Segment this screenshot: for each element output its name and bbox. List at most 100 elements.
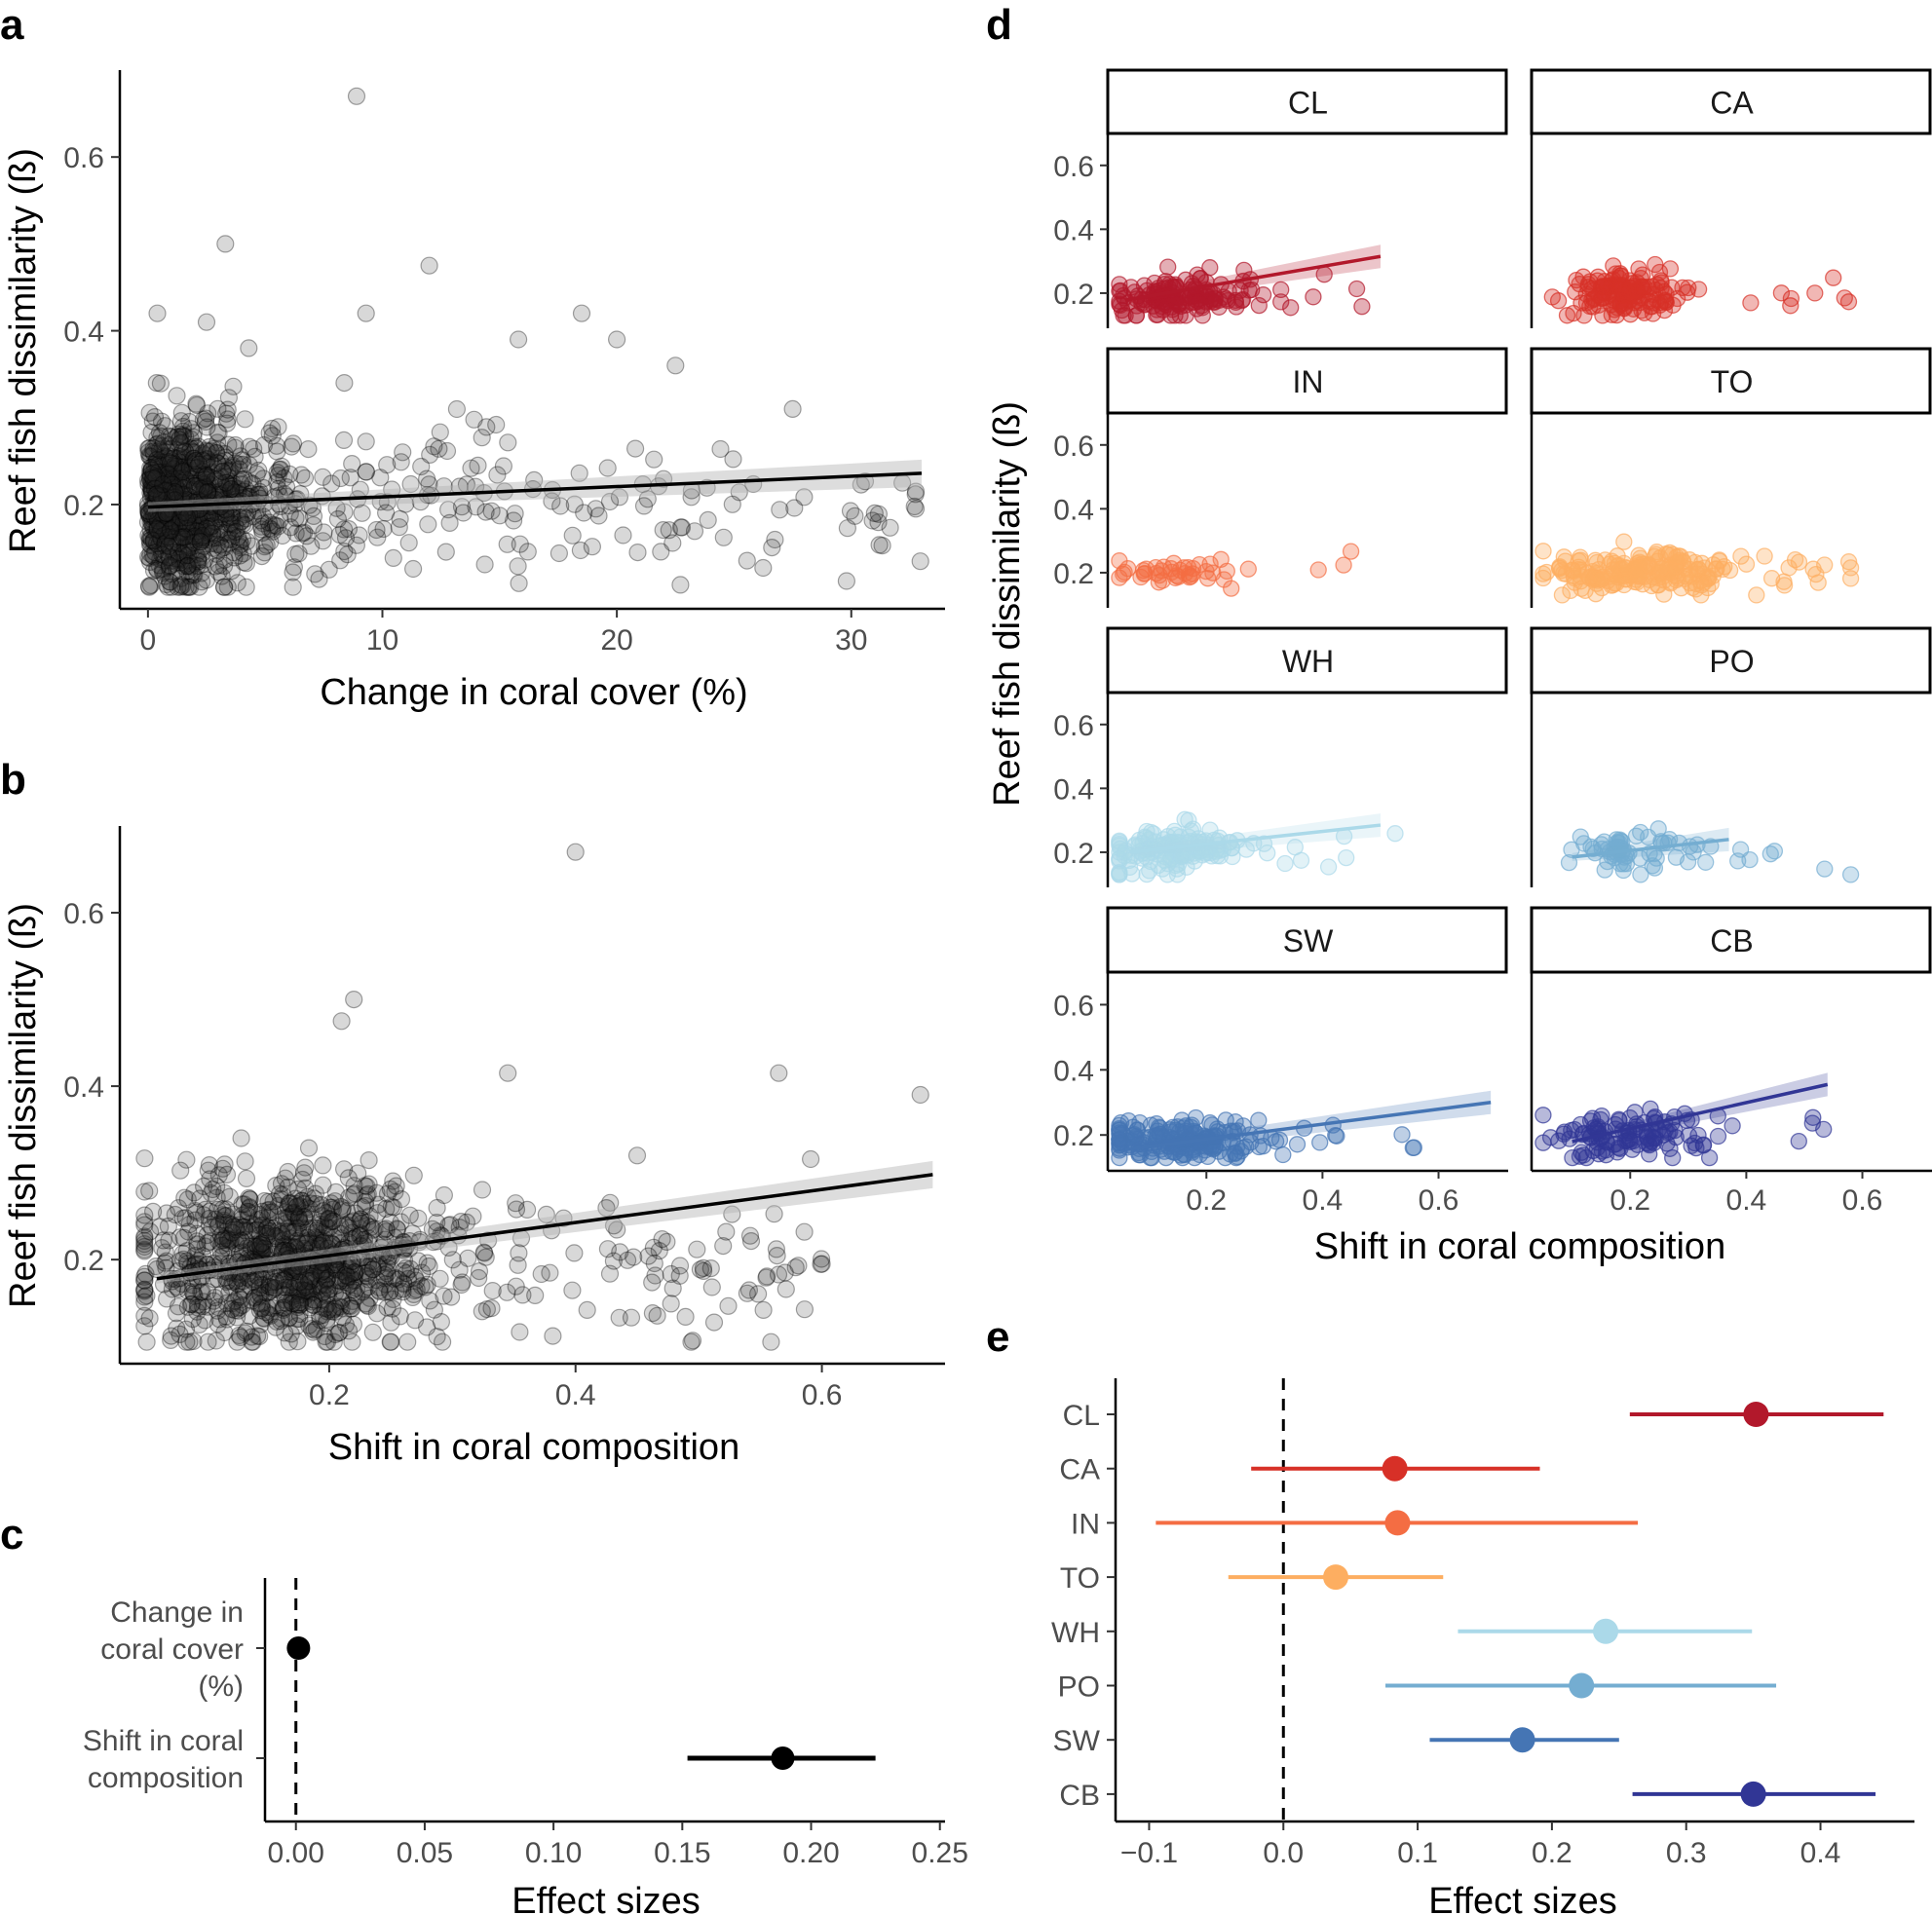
panel-a-data-point [211, 474, 230, 493]
panel-b-data-point [315, 1223, 333, 1242]
panel-a-data-point [176, 471, 195, 490]
panel-a-data-point [906, 482, 926, 501]
panel-a-data-point [202, 534, 220, 553]
panel-b-data-point [301, 1271, 321, 1291]
panel-a-data-point [142, 481, 161, 500]
panel-a-data-point [139, 547, 158, 567]
panel-b-data-point [653, 1229, 671, 1249]
panel-a-data-point [168, 480, 186, 499]
panel-a-data-point [177, 477, 196, 496]
facet-in-data-point [1342, 543, 1360, 560]
panel-a-data-point [156, 417, 174, 435]
panel-a-data-point [162, 519, 180, 538]
panel-a-data-point [283, 437, 301, 456]
panel-a-data-point [163, 485, 181, 504]
panel-a-data-point [168, 528, 187, 546]
panel-a-data-point [299, 440, 318, 459]
panel-a-data-point [173, 540, 192, 558]
panel-a-data-point [198, 483, 217, 502]
panel-a-data-point [147, 495, 166, 514]
panel-a-data-point [157, 575, 175, 594]
panel-a-data-point [177, 518, 196, 538]
panel-a-data-point [151, 442, 170, 461]
panel-a-data-point [146, 482, 165, 501]
panel-b-data-point [387, 1177, 405, 1195]
panel-a-data-point [165, 511, 183, 530]
panel-a-data-point [217, 509, 236, 529]
panel-e-category-label: SW [1053, 1725, 1101, 1757]
panel-a-data-point [252, 546, 271, 566]
panel-b-x-title: Shift in coral composition [328, 1427, 739, 1468]
panel-a-data-point [197, 519, 216, 538]
panel-b-points [135, 843, 929, 1351]
panel-a-data-point [158, 528, 176, 546]
panel-a-data-point [328, 509, 347, 529]
panel-b-data-point [222, 1277, 241, 1295]
panel-a-data-point [175, 546, 194, 565]
panel-a-data-point [180, 459, 199, 477]
panel-b-data-point [252, 1299, 271, 1318]
panel-a-data-point [215, 444, 234, 464]
panel-a-data-point [151, 516, 170, 535]
panel-a-data-point [153, 436, 171, 455]
panel-a-data-point [193, 573, 211, 591]
panel-b-data-point [288, 1309, 307, 1329]
panel-a-data-point [783, 399, 802, 418]
panel-a-data-point [175, 451, 194, 469]
panel-a-data-point [155, 526, 173, 544]
facet-ca-data-point [1742, 294, 1760, 312]
panel-b-data-point [345, 1271, 363, 1291]
panel-a-data-point [269, 517, 287, 536]
panel-a-data-point [310, 570, 328, 588]
panel-a-data-point [420, 475, 438, 494]
panel-a-data-point [208, 423, 227, 441]
panel-a-data-point [148, 516, 167, 536]
panel-a-data-point [190, 455, 208, 473]
panel-a-data-point [168, 561, 186, 580]
panel-a-data-point [199, 480, 217, 499]
panel-b-data-point [646, 1266, 664, 1285]
panel-a-data-point [172, 477, 191, 496]
panel-a-data-point [160, 435, 178, 455]
panel-a-data-point [431, 423, 449, 441]
panel-b-data-point [482, 1298, 501, 1318]
panel-a-data-point [157, 484, 176, 503]
panel-a-data-point [218, 474, 237, 493]
panel-c-x-tick-label: 0.05 [397, 1837, 453, 1869]
panel-a-data-point [182, 521, 201, 540]
panel-a-data-point [253, 507, 272, 526]
panel-a-data-point [209, 563, 228, 582]
panel-a-data-point [173, 523, 193, 543]
panel-a-data-point [189, 437, 208, 456]
panel-a-data-point [151, 491, 170, 509]
panel-a-data-point [240, 456, 258, 474]
panel-a-data-point [140, 548, 159, 568]
panel-a-data-point [170, 453, 189, 471]
panel-b-data-point [688, 1240, 706, 1258]
panel-b-data-point [425, 1300, 443, 1319]
panel-a-data-point [152, 487, 170, 506]
panel-a-data-point [185, 437, 205, 456]
panel-a-data-point [168, 515, 186, 534]
panel-a-data-point [243, 537, 261, 555]
panel-a-data-point [159, 578, 177, 596]
panel-b-data-point [235, 1282, 253, 1300]
panel-a-data-point [168, 553, 186, 572]
panel-a-data-point [223, 521, 242, 541]
panel-a-data-point [663, 534, 682, 552]
panel-b-data-point [140, 1182, 159, 1200]
panel-e-category-label: CA [1059, 1454, 1100, 1486]
panel-a-data-point [194, 410, 212, 429]
panel-a-data-point [147, 525, 166, 544]
panel-b-data-point [209, 1166, 228, 1184]
panel-a-data-point [165, 469, 183, 487]
facet-ca-data-point [1806, 284, 1824, 302]
panel-b-data-point [363, 1220, 383, 1239]
panel-a-data-point [278, 478, 296, 497]
panel-b-data-point [196, 1237, 214, 1256]
panel-a-data-point [200, 517, 218, 536]
panel-a-data-point [911, 552, 929, 571]
panel-a-data-point [230, 508, 249, 527]
panel-e-x-tick-label: 0.1 [1397, 1837, 1438, 1869]
panel-a-data-point [193, 527, 211, 545]
